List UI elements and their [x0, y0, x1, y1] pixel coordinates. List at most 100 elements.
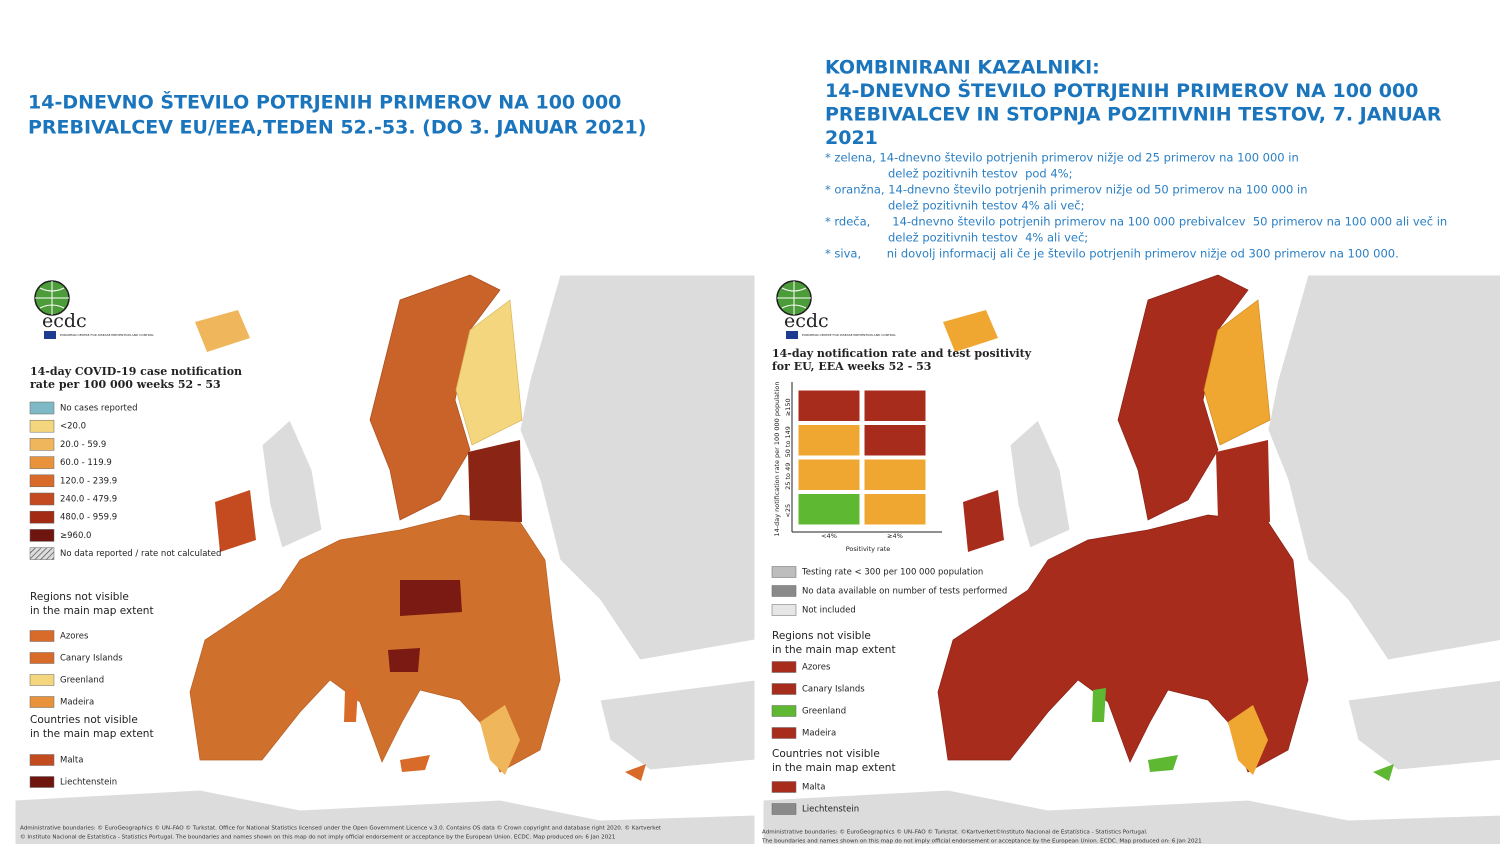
legend-label: 120.0 - 239.9	[60, 476, 117, 486]
legend-swatch	[771, 661, 797, 673]
slide-title: 2021	[825, 127, 878, 149]
footer-note: © Instituto Nacional de Estatística - St…	[20, 834, 616, 841]
logo-grid	[35, 281, 69, 315]
logo-grid	[777, 281, 811, 315]
legend-heading: Regions not visible	[772, 630, 871, 642]
slide-title: KOMBINIRANI KAZALNIKI:	[825, 57, 1100, 79]
legend-label: Madeira	[802, 729, 836, 739]
note-line: delež pozitivnih testov pod 4%;	[888, 167, 1073, 181]
legend-label: Madeira	[60, 698, 94, 708]
legend-heading: Regions not visible	[30, 591, 129, 603]
legend-title: 14-day COVID-19 case notification	[30, 365, 242, 378]
legend-label: <20.0	[60, 422, 86, 432]
legend-label: No data available on number of tests per…	[802, 587, 1007, 597]
matrix-cell	[797, 389, 861, 422]
note-line: * rdeča, 14-dnevno število potrjenih pri…	[825, 215, 1447, 229]
legend-heading: in the main map extent	[772, 644, 896, 656]
legend-label: Azores	[60, 632, 89, 642]
legend-swatch	[29, 652, 55, 664]
logo-subtitle: EUROPEAN CENTRE FOR DISEASE PREVENTION A…	[802, 333, 896, 337]
logo-name: ecdc	[784, 310, 829, 332]
legend-swatch	[29, 456, 55, 469]
legend-label: Liechtenstein	[60, 778, 117, 788]
legend-label: Canary Islands	[60, 654, 123, 664]
legend-label: 240.0 - 479.9	[60, 495, 117, 505]
matrix-cell	[863, 424, 927, 457]
footer-note: Administrative boundaries: © EuroGeograp…	[762, 829, 1148, 836]
legend-swatch	[771, 727, 797, 739]
matrix-cell	[797, 424, 861, 457]
legend-swatch	[29, 529, 55, 542]
legend-label: 60.0 - 119.9	[60, 458, 112, 468]
note-line: delež pozitivnih testov 4% ali več;	[888, 231, 1088, 245]
matrix-row-label: <25	[784, 504, 792, 518]
legend-label: Testing rate < 300 per 100 000 populatio…	[801, 568, 983, 578]
legend-label: Canary Islands	[802, 685, 865, 695]
legend-swatch	[771, 585, 797, 597]
legend-heading: Countries not visible	[772, 748, 880, 760]
left-map	[14, 274, 756, 844]
matrix-cell	[863, 458, 927, 491]
legend-label: Not included	[802, 606, 856, 616]
legend-label: 480.0 - 959.9	[60, 513, 117, 523]
matrix-x-axis-label: Positivity rate	[846, 545, 891, 553]
note-line: * siva, ni dovolj informacij ali če je š…	[825, 247, 1399, 261]
legend-swatch	[29, 510, 55, 524]
legend-swatch	[29, 674, 55, 686]
legend-label: Azores	[802, 663, 831, 673]
logo-flag	[44, 331, 56, 339]
note-line: delež pozitivnih testov 4% ali več;	[888, 199, 1085, 213]
matrix-cell	[797, 458, 861, 491]
logo-flag	[786, 331, 798, 339]
matrix-y-axis-label: 14-day notification rate per 100 000 pop…	[773, 382, 781, 537]
legend-title: rate per 100 000 weeks 52 - 53	[30, 378, 221, 391]
legend-swatch	[771, 705, 797, 717]
legend-heading: in the main map extent	[30, 728, 154, 740]
footer-note: The boundaries and names shown on this m…	[761, 839, 1202, 844]
right-map	[760, 270, 1500, 844]
legend-label: No cases reported	[60, 404, 138, 414]
legend-swatch	[29, 547, 55, 560]
slide-title: 14-DNEVNO ŠTEVILO POTRJENIH PRIMEROV NA …	[825, 78, 1418, 102]
legend-swatch	[771, 683, 797, 695]
matrix-cell	[797, 493, 861, 526]
legend-heading: Countries not visible	[30, 714, 138, 726]
legend-swatch	[771, 566, 797, 578]
note-line: * zelena, 14-dnevno število potrjenih pr…	[825, 151, 1299, 165]
slide-title: 14-DNEVNO ŠTEVILO POTRJENIH PRIMEROV NA …	[28, 90, 621, 114]
legend-label: Greenland	[802, 707, 846, 717]
legend-label: Greenland	[60, 676, 104, 686]
legend-swatch	[771, 803, 797, 815]
matrix-cell	[863, 493, 927, 526]
legend-swatch	[29, 492, 55, 506]
legend-title: 14-day notification rate and test positi…	[772, 347, 1032, 360]
legend-swatch	[29, 401, 55, 415]
legend-label: Liechtenstein	[802, 805, 859, 815]
footer-note: Administrative boundaries: © EuroGeograp…	[20, 825, 662, 832]
matrix-row-label: 25 to 49	[784, 463, 792, 490]
legend-swatch	[29, 754, 55, 766]
note-line: * oranžna, 14-dnevno število potrjenih p…	[825, 183, 1308, 197]
legend-title: for EU, EEA weeks 52 - 53	[772, 360, 931, 373]
legend-swatch	[29, 630, 55, 642]
legend-label: Malta	[802, 783, 825, 793]
legend-swatch	[771, 604, 797, 616]
legend-swatch	[29, 474, 55, 488]
matrix-row-label: 50 to 149	[784, 426, 792, 457]
content: 14-DNEVNO ŠTEVILO POTRJENIH PRIMEROV NA …	[20, 57, 1447, 844]
matrix-col-label: <4%	[821, 532, 837, 540]
legend-swatch	[771, 781, 797, 793]
legend-label: 20.0 - 59.9	[60, 440, 106, 450]
legend-label: Malta	[60, 756, 83, 766]
legend-label: ≥960.0	[60, 531, 91, 541]
legend-swatch	[29, 696, 55, 708]
slide-title: PREBIVALCEV IN STOPNJA POZITIVNIH TESTOV…	[825, 104, 1442, 126]
matrix-row-label: ≥150	[784, 398, 792, 416]
matrix-cell	[863, 389, 927, 422]
legend-swatch	[29, 419, 55, 433]
legend-label: No data reported / rate not calculated	[60, 549, 221, 559]
legend-heading: in the main map extent	[30, 605, 154, 617]
legend-swatch	[29, 776, 55, 788]
legend-heading: in the main map extent	[772, 762, 896, 774]
